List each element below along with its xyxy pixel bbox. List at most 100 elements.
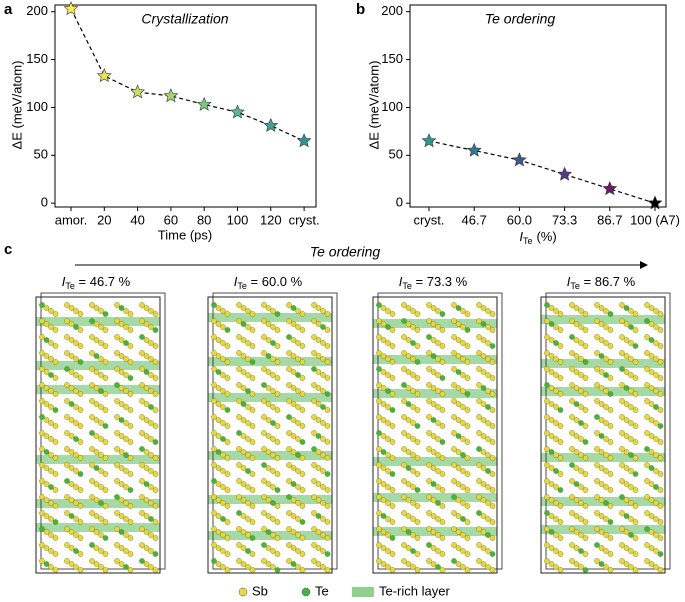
atom <box>265 353 272 359</box>
atom <box>43 529 50 535</box>
atom <box>236 430 242 436</box>
atom <box>68 305 75 311</box>
atom <box>485 340 491 346</box>
atom <box>485 564 491 570</box>
atom <box>224 391 231 397</box>
atom <box>320 340 326 346</box>
atom <box>623 545 630 551</box>
atom <box>152 487 159 493</box>
atom <box>299 567 306 573</box>
atom <box>401 462 407 468</box>
atom <box>324 487 331 493</box>
atom <box>569 414 575 420</box>
label-symbol: I <box>234 274 238 289</box>
atom <box>460 436 466 442</box>
atom <box>261 350 267 356</box>
atom <box>464 343 471 349</box>
atom <box>98 468 104 474</box>
atom <box>460 452 466 458</box>
atom <box>653 484 659 490</box>
atom <box>414 311 421 317</box>
atom <box>152 359 159 365</box>
atom <box>64 302 70 308</box>
atom <box>376 446 382 452</box>
atom <box>114 366 120 372</box>
atom <box>544 414 550 420</box>
atom <box>401 558 407 564</box>
atom <box>426 558 432 564</box>
atom <box>215 449 222 455</box>
atom <box>628 468 634 474</box>
atom <box>607 423 614 429</box>
atom <box>657 487 664 493</box>
atom <box>401 430 407 436</box>
atom <box>410 404 416 410</box>
atom <box>274 471 281 477</box>
atom <box>48 484 54 490</box>
atom <box>632 535 639 541</box>
atom <box>52 439 59 445</box>
atom <box>52 423 59 429</box>
atom <box>644 334 650 340</box>
structure-label: ITe = 46.7 % <box>62 274 131 291</box>
atom <box>435 388 441 394</box>
atom <box>485 500 491 506</box>
atom <box>152 407 159 413</box>
atom <box>553 420 559 426</box>
atom <box>127 471 134 477</box>
atom <box>455 353 462 359</box>
x-tick-label: cryst. <box>413 212 444 227</box>
atom <box>607 535 614 541</box>
x-tick-label: 60.0 <box>507 212 532 227</box>
atom <box>93 321 100 327</box>
atom <box>460 532 466 538</box>
atom <box>414 455 421 461</box>
atom <box>274 359 281 365</box>
atom <box>52 311 59 317</box>
atom <box>414 567 421 573</box>
atom <box>380 337 387 343</box>
atom <box>401 510 407 516</box>
atom <box>48 388 54 394</box>
atom <box>265 513 272 519</box>
atom <box>430 497 437 503</box>
atom <box>52 551 59 557</box>
atom <box>657 455 664 461</box>
atom <box>73 420 79 426</box>
atom <box>48 532 54 538</box>
atom <box>77 471 84 477</box>
atom <box>389 327 396 333</box>
atom <box>451 302 457 308</box>
atom <box>43 353 50 359</box>
atom <box>270 436 276 442</box>
atom <box>603 484 609 490</box>
atom <box>89 414 95 420</box>
legend-label: Sb <box>252 583 268 598</box>
atom <box>632 519 639 525</box>
atom <box>439 503 446 509</box>
atom <box>77 519 84 525</box>
atom <box>215 561 222 567</box>
atom <box>401 542 407 548</box>
atom <box>211 382 217 388</box>
atom <box>628 532 634 538</box>
plot-frame <box>409 4 667 208</box>
star-marker <box>96 68 112 83</box>
layer-band <box>36 317 160 326</box>
atom <box>426 398 432 404</box>
atom <box>311 462 317 468</box>
atom <box>270 372 276 378</box>
atom <box>148 452 154 458</box>
atom <box>435 452 441 458</box>
atom <box>435 468 441 474</box>
atom <box>607 519 614 525</box>
atom <box>265 417 272 423</box>
atom <box>48 436 54 442</box>
legend-swatch <box>301 587 311 597</box>
atom <box>215 337 222 343</box>
atom <box>598 561 605 567</box>
atom <box>98 420 104 426</box>
atom <box>594 446 600 452</box>
atom <box>127 503 134 509</box>
atom <box>569 526 575 532</box>
